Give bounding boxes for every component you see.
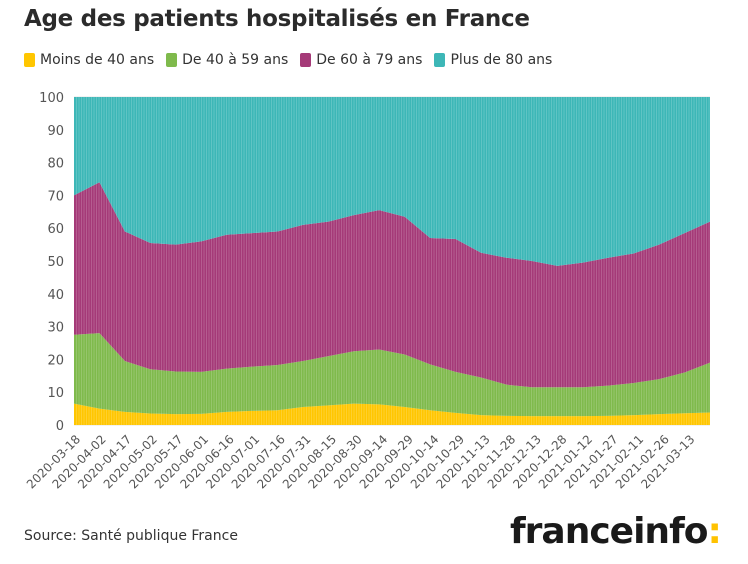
legend-item: De 60 à 79 ans xyxy=(300,52,422,68)
legend-label: De 40 à 59 ans xyxy=(182,52,289,68)
series-area xyxy=(74,333,710,417)
y-tick-label: 10 xyxy=(47,386,64,401)
chart-title: Age des patients hospitalisés en France xyxy=(24,6,530,32)
legend-item: Moins de 40 ans xyxy=(24,52,154,68)
source-note: Source: Santé publique France xyxy=(24,528,238,544)
brand-colon: : xyxy=(707,511,721,552)
y-tick-label: 100 xyxy=(39,91,64,106)
legend-label: Plus de 80 ans xyxy=(450,52,553,68)
legend-swatch-60-79 xyxy=(300,53,312,67)
y-tick-label: 20 xyxy=(47,353,64,368)
y-tick-label: 30 xyxy=(47,321,64,336)
y-tick-label: 60 xyxy=(47,222,64,237)
legend: Moins de 40 ans De 40 à 59 ans De 60 à 7… xyxy=(24,52,552,68)
y-tick-label: 70 xyxy=(47,189,64,204)
series-area xyxy=(74,403,710,425)
y-tick-label: 90 xyxy=(47,124,64,139)
y-tick-label: 80 xyxy=(47,157,64,172)
legend-label: Moins de 40 ans xyxy=(40,52,155,68)
brand-name: franceinfo xyxy=(510,511,708,552)
series-area xyxy=(74,97,710,266)
brand-logo: franceinfo: xyxy=(510,511,722,552)
legend-swatch-under-40 xyxy=(24,53,35,67)
bar-texture xyxy=(76,97,710,425)
y-tick-label: 40 xyxy=(47,288,64,303)
legend-swatch-40-59 xyxy=(166,53,178,67)
legend-swatch-over-80 xyxy=(434,53,446,67)
y-tick-label: 0 xyxy=(56,419,64,434)
legend-item: De 40 à 59 ans xyxy=(166,52,288,68)
y-tick-label: 50 xyxy=(47,255,64,270)
legend-item: Plus de 80 ans xyxy=(434,52,552,68)
legend-label: De 60 à 79 ans xyxy=(316,52,423,68)
series-area xyxy=(74,182,710,388)
